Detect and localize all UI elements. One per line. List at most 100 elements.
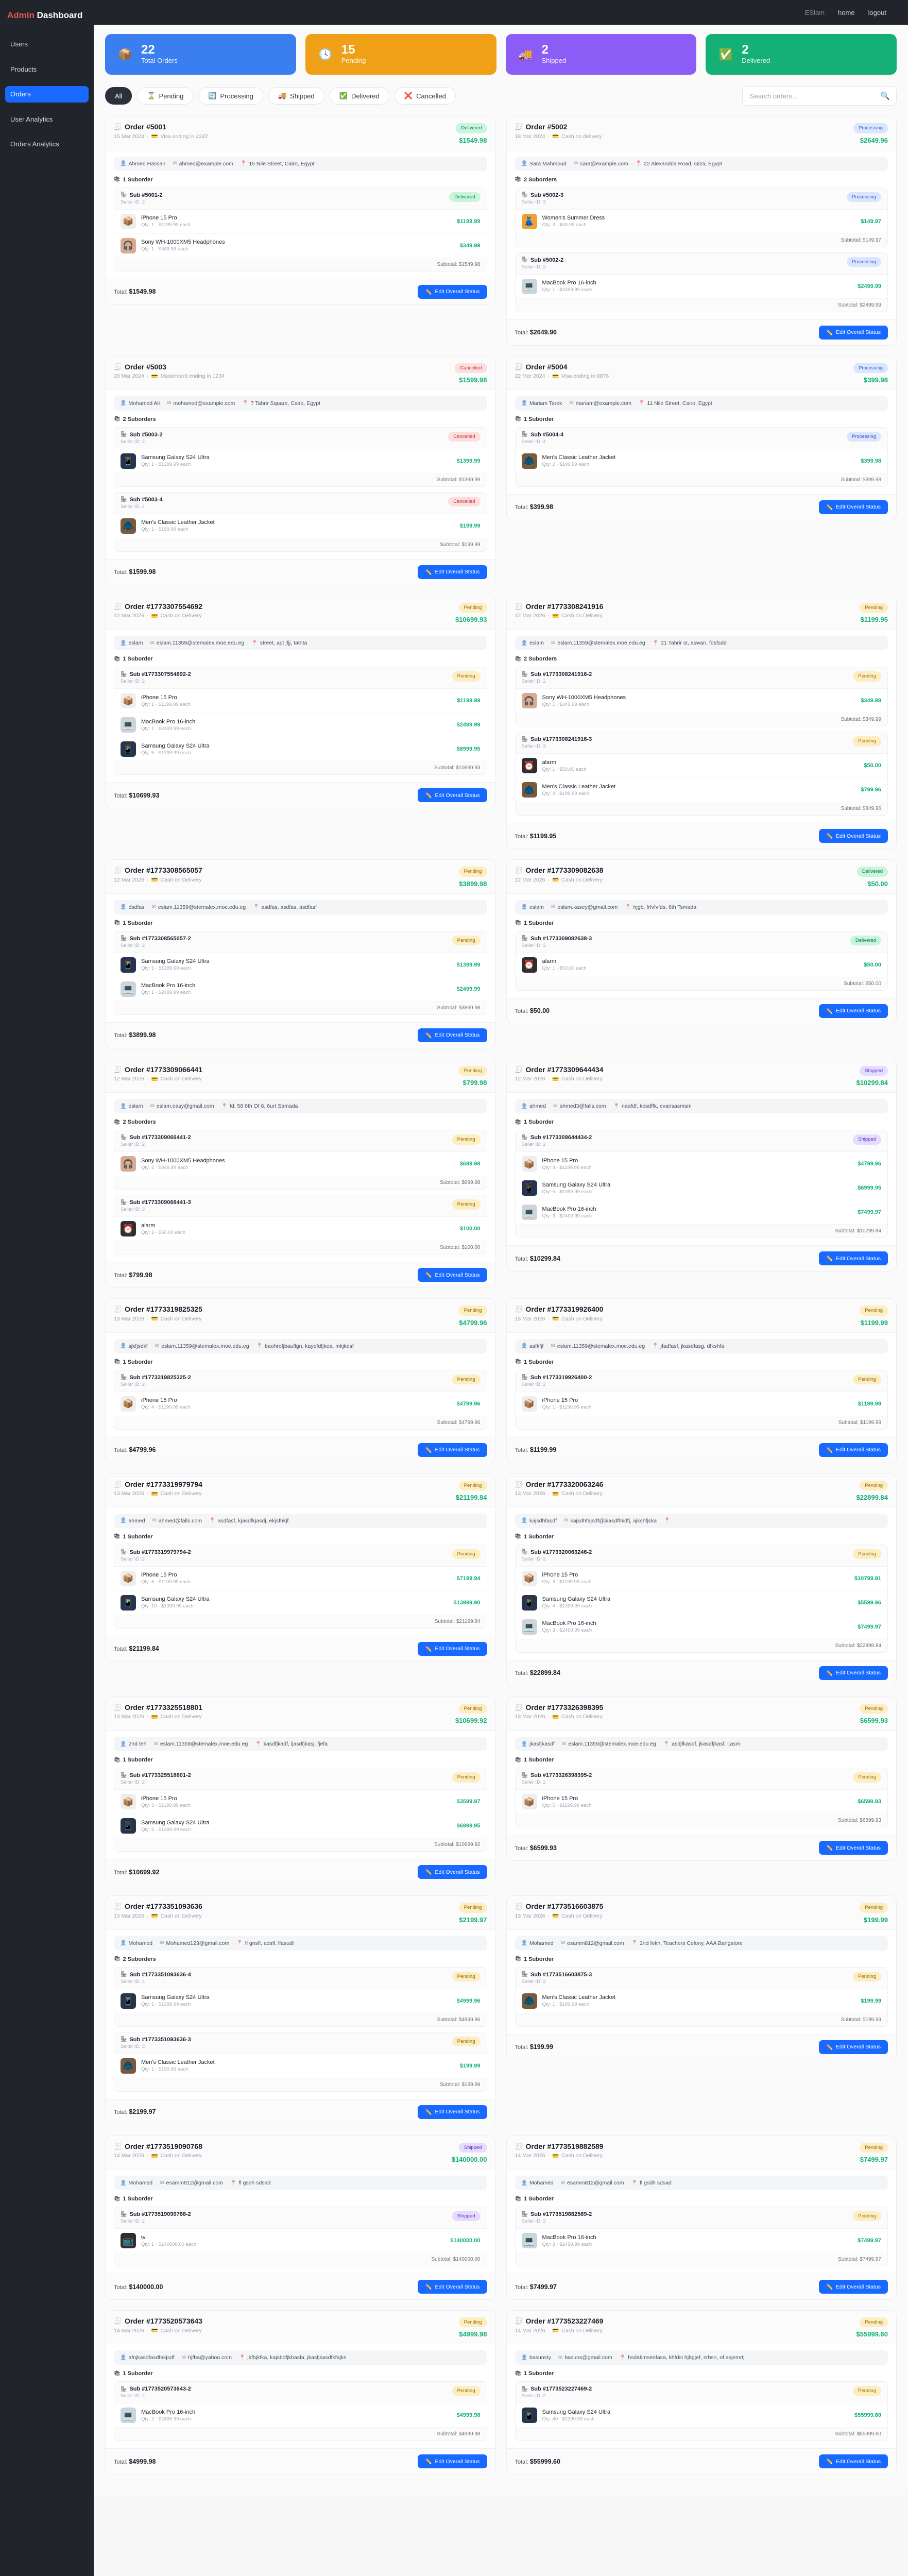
suborder-seller-id: Seller ID: 4	[121, 503, 145, 510]
order-header: 🧾 Order #1773520573643 14 Mar 2026 · 💳 C…	[106, 2311, 495, 2345]
product-thumbnail: 💻	[121, 717, 136, 733]
edit-overall-status-button[interactable]: ✏️ Edit Overall Status	[818, 1251, 888, 1266]
order-payment-method: Cash on delivery	[561, 133, 602, 140]
suborder-seller-id: Seller ID: 2	[521, 2393, 546, 2399]
product-line-total: $1199.99	[457, 698, 481, 704]
map-pin-icon: 📍	[619, 2354, 626, 2361]
order-item-row: 👗 Women's Summer Dress Qty: 3 · $49.99 e…	[515, 210, 887, 234]
person-icon: 👤	[120, 1940, 127, 1946]
edit-overall-status-button[interactable]: ✏️ Edit Overall Status	[418, 788, 487, 803]
order-footer-total: Total: $10699.92	[114, 1868, 160, 1876]
filter-chip-pending[interactable]: ⌛ Pending	[137, 87, 194, 105]
order-status-badge: Delivered	[456, 123, 487, 133]
edit-overall-status-button[interactable]: ✏️ Edit Overall Status	[818, 1004, 888, 1018]
edit-overall-status-button[interactable]: ✏️ Edit Overall Status	[418, 1028, 487, 1042]
product-qty-price: Qty: 1 · $50.00 each	[542, 965, 587, 972]
edit-overall-status-button[interactable]: ✏️ Edit Overall Status	[818, 1841, 888, 1855]
edit-overall-status-button[interactable]: ✏️ Edit Overall Status	[818, 829, 888, 843]
order-id: 🧾 Order #1773351093636	[114, 1902, 202, 1911]
edit-overall-status-button[interactable]: ✏️ Edit Overall Status	[418, 2280, 487, 2294]
map-pin-icon: 📍	[253, 904, 260, 910]
edit-overall-status-button[interactable]: ✏️ Edit Overall Status	[418, 2105, 487, 2119]
customer-name: 👤 Mohamed	[120, 2180, 153, 2187]
customer-name: 👤 2nd teh	[120, 1741, 147, 1748]
order-card: 🧾 Order #1773309082638 12 Mar 2026 · 💳 C…	[506, 859, 897, 1024]
filter-chip-delivered[interactable]: ✅ Delivered	[329, 87, 389, 105]
topbar-home-link[interactable]: home	[838, 8, 855, 16]
edit-overall-status-button[interactable]: ✏️ Edit Overall Status	[418, 565, 487, 579]
sidebar-item-users[interactable]: Users	[10, 40, 28, 48]
order-date: 12 Mar 2026	[515, 613, 545, 619]
topbar-username[interactable]: ESlam	[804, 8, 825, 16]
order-card: 🧾 Order #1773319825325 13 Mar 2026 · 💳 C…	[105, 1298, 496, 1463]
suborder-count: 📚 1 Suborder	[114, 656, 153, 663]
edit-overall-status-button[interactable]: ✏️ Edit Overall Status	[818, 1666, 888, 1680]
edit-overall-status-button[interactable]: ✏️ Edit Overall Status	[818, 500, 888, 514]
credit-card-icon: 💳	[151, 2328, 158, 2334]
edit-overall-status-button[interactable]: ✏️ Edit Overall Status	[818, 2280, 888, 2294]
filter-chip-shipped[interactable]: 🚚 Shipped	[268, 87, 324, 105]
suborder-subtotal: Subtotal: $1199.99	[515, 1416, 887, 1429]
sidebar-item-orders-analytics[interactable]: Orders Analytics	[10, 140, 59, 148]
suborder-subtotal: Subtotal: $399.98	[515, 473, 887, 486]
order-status-badge: Pending	[860, 602, 888, 613]
order-id: 🧾 Order #1773319926400	[515, 1305, 604, 1314]
edit-overall-status-button[interactable]: ✏️ Edit Overall Status	[818, 2454, 888, 2469]
filter-chip-label: Processing	[220, 92, 253, 100]
suborder-card: 🏪 Sub #1773326398395-2 Seller ID: 2 Pend…	[515, 1768, 888, 1828]
order-meta: 14 Mar 2026 · 💳 Cash on Delivery	[114, 2327, 202, 2334]
suborder-subtotal: Subtotal: $349.99	[515, 713, 887, 726]
edit-overall-status-button[interactable]: ✏️ Edit Overall Status	[418, 284, 487, 299]
order-footer-total: Total: $4999.98	[114, 2458, 156, 2465]
person-icon: 👤	[521, 1103, 527, 1109]
suborder-header: 🏪 Sub #1773320063246-2 Seller ID: 2 Pend…	[515, 1545, 887, 1567]
order-item-row: 💻 MacBook Pro 16-inch Qty: 2 · $2499.99 …	[114, 2403, 487, 2428]
suborder-card: 🏪 Sub #1773523227469-2 Seller ID: 2 Pend…	[515, 2381, 888, 2442]
store-icon: 🏪	[121, 2386, 127, 2392]
order-header: 🧾 Order #5004 22 Mar 2024 · 💳 Visa endin…	[506, 356, 896, 390]
map-pin-icon: 📍	[221, 1103, 228, 1109]
filter-chip-processing[interactable]: 🔄 Processing	[198, 87, 263, 105]
edit-overall-status-button[interactable]: ✏️ Edit Overall Status	[418, 1641, 487, 1656]
search-input[interactable]	[750, 92, 881, 100]
order-status-badge: Pending	[458, 1480, 487, 1490]
edit-overall-status-button[interactable]: ✏️ Edit Overall Status	[418, 1443, 487, 1457]
suborder-count: 📚 2 Suborders	[114, 1956, 156, 1962]
order-total-amount: $21199.84	[455, 1493, 487, 1501]
sidebar-item-orders[interactable]: Orders	[5, 86, 89, 103]
order-meta: 13 Mar 2026 · 💳 Cash on Delivery	[114, 1912, 202, 1920]
search-box[interactable]: 🔍	[742, 86, 897, 106]
filter-chip-all[interactable]: All	[105, 87, 132, 105]
suborder-subtotal: Subtotal: $3899.98	[114, 1001, 487, 1014]
suborder-seller-id: Seller ID: 4	[521, 438, 546, 445]
edit-overall-status-button[interactable]: ✏️ Edit Overall Status	[418, 1268, 487, 1282]
topbar-logout-link[interactable]: logout	[868, 8, 886, 16]
suborder-subtotal: Subtotal: $149.97	[515, 233, 887, 247]
suborder-count: 📚 2 Suborders	[114, 1119, 156, 1126]
order-date: 12 Mar 2026	[114, 876, 144, 883]
order-payment-method: Visa ending in 9876	[561, 373, 609, 380]
search-icon[interactable]: 🔍	[880, 92, 890, 101]
edit-overall-status-button[interactable]: ✏️ Edit Overall Status	[818, 325, 888, 340]
product-thumbnail: 🧥	[121, 518, 136, 534]
sidebar-item-user-analytics[interactable]: User Analytics	[10, 115, 53, 123]
customer-address: 📍 asdfasf, kjasdfkjasdj, ekjsfhkjf	[209, 1517, 289, 1524]
order-payment-method: Cash on Delivery	[160, 876, 202, 883]
product-thumbnail: 📦	[121, 1396, 136, 1412]
edit-overall-status-button[interactable]: ✏️ Edit Overall Status	[818, 1443, 888, 1457]
product-thumbnail: 🎧	[121, 1156, 136, 1172]
product-line-total: $2499.99	[456, 986, 481, 992]
edit-overall-status-button[interactable]: ✏️ Edit Overall Status	[418, 1865, 487, 1879]
filter-chip-cancelled[interactable]: ❌ Cancelled	[394, 87, 456, 105]
edit-overall-status-button[interactable]: ✏️ Edit Overall Status	[418, 2454, 487, 2469]
truck-icon: 🚚	[518, 47, 533, 61]
receipt-icon: 🧾	[114, 2317, 122, 2325]
suborder-id: 🏪 Sub #5001-2	[121, 192, 163, 198]
sidebar-item-products[interactable]: Products	[10, 65, 37, 73]
order-item-row: 📦 iPhone 15 Pro Qty: 1 · $1199.99 each $…	[515, 1392, 887, 1416]
suborder-subtotal: Subtotal: $10299.84	[515, 1225, 887, 1238]
order-status-badge: Shipped	[860, 1065, 888, 1076]
store-icon: 🏪	[121, 1199, 127, 1206]
credit-card-icon: 💳	[151, 133, 158, 140]
edit-overall-status-button[interactable]: ✏️ Edit Overall Status	[818, 2040, 888, 2054]
